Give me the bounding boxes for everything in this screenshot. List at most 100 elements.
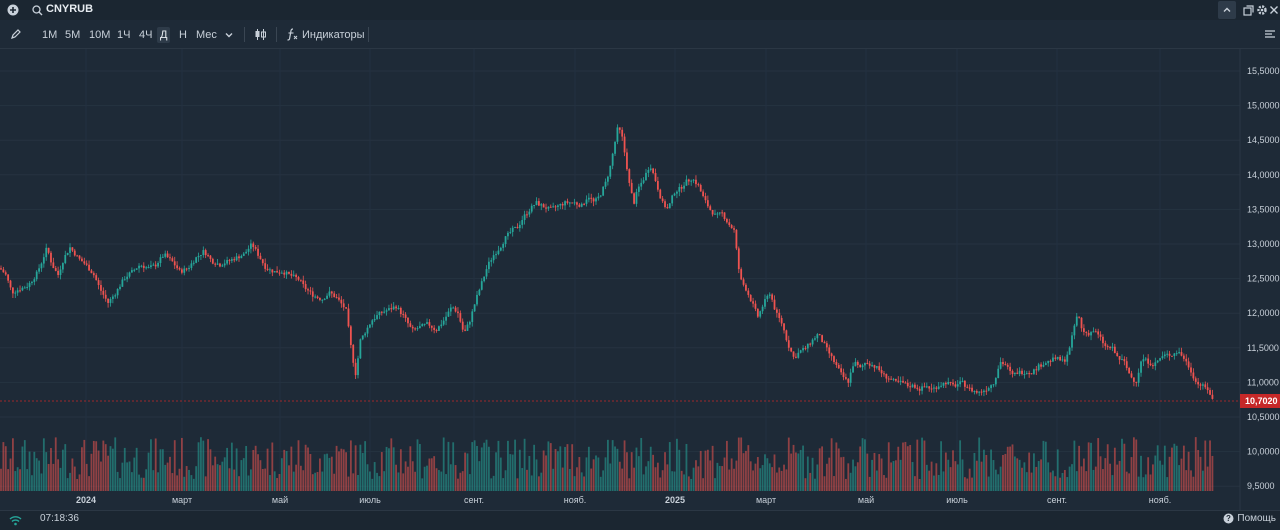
- candle-body: [880, 370, 883, 374]
- candle-body: [1037, 364, 1040, 371]
- candle-body: [830, 353, 833, 357]
- status-bar: 07:18:36 ? Помощь: [0, 510, 1280, 530]
- close-icon[interactable]: [1268, 3, 1280, 17]
- popout-icon[interactable]: [1241, 3, 1255, 17]
- candle-body: [552, 206, 555, 208]
- volume-bar: [1013, 456, 1016, 491]
- volume-bar: [214, 456, 217, 491]
- toolbar-divider: [244, 27, 245, 42]
- candle-body: [411, 326, 414, 329]
- volume-bar: [26, 469, 29, 491]
- candle-body: [107, 298, 109, 303]
- volume-bar: [476, 445, 478, 491]
- candle-body: [954, 384, 957, 387]
- volume-bar: [161, 449, 164, 491]
- volume-bar: [845, 478, 847, 491]
- volume-bar: [35, 458, 38, 491]
- search-icon[interactable]: [30, 3, 44, 17]
- volume-bar: [1006, 446, 1009, 491]
- chevron-up-icon[interactable]: [1218, 1, 1236, 19]
- candlestick-icon[interactable]: [252, 26, 268, 42]
- timeframe-month[interactable]: Мес: [196, 29, 217, 41]
- volume-bar: [966, 478, 969, 491]
- settings-list-icon[interactable]: [1262, 26, 1278, 42]
- chevron-down-icon[interactable]: [222, 27, 236, 43]
- volume-bar: [85, 463, 88, 491]
- candle-body: [83, 261, 86, 264]
- candle-body: [987, 388, 990, 391]
- timeframe-day[interactable]: Д: [157, 27, 171, 43]
- volume-bar: [288, 465, 290, 491]
- candle-body: [1168, 353, 1171, 356]
- candle-body: [716, 213, 719, 215]
- volume-bar: [364, 441, 367, 491]
- volume-bar: [1002, 455, 1004, 491]
- candle-body: [188, 267, 190, 269]
- gear-icon[interactable]: [1255, 3, 1269, 17]
- volume-bar: [1144, 474, 1147, 491]
- timeframe-week[interactable]: Н: [179, 29, 187, 41]
- candle-body: [104, 294, 107, 299]
- candle-body: [254, 247, 257, 249]
- volume-bar: [378, 476, 381, 491]
- volume-bar: [1078, 445, 1081, 491]
- volume-bar: [678, 449, 681, 491]
- volume-bar: [923, 440, 926, 491]
- symbol-name[interactable]: CNYRUB: [46, 3, 94, 15]
- timeframe-1m[interactable]: 1М: [42, 29, 58, 41]
- candle-body: [759, 311, 762, 317]
- volume-bar: [1182, 445, 1185, 491]
- volume-bar: [521, 468, 524, 491]
- volume-bar: [59, 467, 62, 491]
- volume-bar: [806, 456, 809, 491]
- candle-body: [245, 251, 248, 254]
- function-icon[interactable]: [284, 26, 300, 42]
- price-tick-label: 12,5000: [1247, 274, 1280, 284]
- candle-body: [590, 197, 593, 199]
- volume-bar: [683, 474, 685, 491]
- candlestick-chart-svg[interactable]: 15,5000 15,0000 14,5000 14,0000 13,5000 13,00…: [0, 49, 1280, 510]
- candle-body: [1097, 331, 1100, 335]
- candle-body: [640, 182, 643, 187]
- timeframe-4h[interactable]: 4Ч: [139, 29, 153, 41]
- volume-bar: [376, 472, 378, 491]
- volume-bar: [392, 447, 395, 491]
- candle-body: [654, 173, 657, 182]
- candle-body: [176, 265, 179, 269]
- candle-body: [526, 214, 528, 216]
- pencil-icon[interactable]: [8, 26, 24, 42]
- volume-bar: [299, 465, 302, 491]
- candle-body: [240, 255, 243, 259]
- candle-body: [354, 362, 357, 376]
- volume-bar: [1135, 439, 1138, 491]
- timeframe-1h[interactable]: 1Ч: [117, 29, 131, 41]
- price-chart[interactable]: 15,5000 15,0000 14,5000 14,0000 13,5000 13,00…: [0, 49, 1280, 510]
- help-button[interactable]: ? Помощь: [1223, 513, 1276, 524]
- candle-body: [342, 303, 345, 308]
- volume-bar: [997, 474, 1000, 491]
- candle-body: [38, 268, 40, 272]
- volume-bar: [185, 466, 188, 491]
- candle-body: [1059, 356, 1061, 361]
- indicators-button[interactable]: Индикаторы: [302, 29, 365, 41]
- volume-bar: [73, 466, 76, 491]
- candle-body: [645, 172, 647, 181]
- candle-body: [1078, 316, 1081, 318]
- volume-bar: [785, 469, 788, 491]
- volume-bar: [699, 450, 702, 491]
- candle-body: [902, 380, 904, 383]
- volume-bar: [654, 467, 657, 491]
- candle-body: [473, 304, 476, 312]
- candle-body: [925, 386, 928, 388]
- volume-bar: [940, 441, 942, 491]
- volume-bar: [466, 453, 469, 491]
- candle-body: [864, 362, 866, 366]
- candle-body: [947, 382, 950, 385]
- timeframe-5m[interactable]: 5М: [65, 29, 81, 41]
- candle-body: [685, 179, 688, 186]
- timeframe-10m[interactable]: 10М: [89, 29, 111, 41]
- candle-body: [1013, 372, 1016, 375]
- volume-bar: [842, 456, 845, 491]
- plus-circle-icon[interactable]: [6, 3, 20, 17]
- volume-bar: [973, 452, 976, 491]
